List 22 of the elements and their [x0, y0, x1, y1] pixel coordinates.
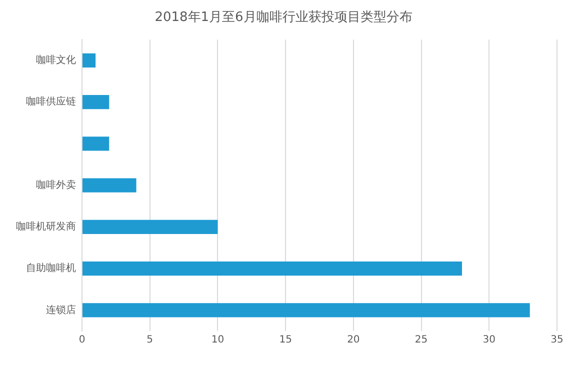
y-tick-label: 咖啡文化: [36, 54, 76, 66]
bar: [82, 220, 218, 234]
bar: [82, 53, 96, 68]
y-tick-label: 咖啡供应链: [26, 96, 76, 108]
x-tick-label: 15: [279, 334, 292, 346]
bar: [82, 94, 110, 110]
bar: [82, 136, 110, 151]
y-tick-label: 自助咖啡机: [26, 262, 76, 274]
bar: [82, 178, 136, 192]
x-tick-label: 10: [211, 334, 224, 346]
y-tick-label: 连锁店: [46, 304, 76, 316]
x-tick-label: 5: [146, 334, 154, 346]
x-tick-label: 30: [482, 334, 496, 346]
x-tick-label: 35: [550, 334, 564, 346]
x-tick-label: 0: [78, 334, 86, 346]
bar: [82, 303, 530, 318]
chart-title: 2018年1月至6月咖啡行业获投项目类型分布: [154, 10, 412, 26]
y-tick-label: 咖啡机研发商: [16, 220, 76, 233]
bar: [82, 261, 462, 276]
x-tick-label: 20: [347, 334, 360, 346]
y-tick-label: 咖啡外卖: [36, 178, 76, 191]
x-tick-label: 25: [414, 334, 428, 346]
